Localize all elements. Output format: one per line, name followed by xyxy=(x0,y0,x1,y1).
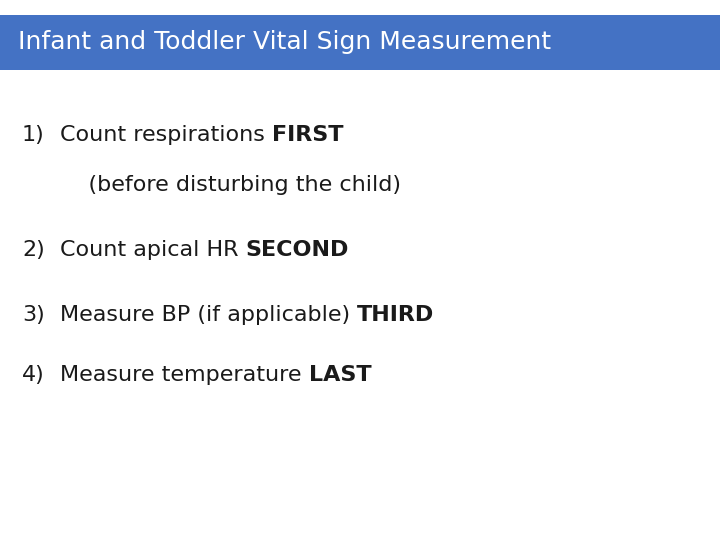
Text: 4): 4) xyxy=(22,365,45,385)
Text: Infant and Toddler Vital Sign Measurement: Infant and Toddler Vital Sign Measuremen… xyxy=(18,30,551,55)
Text: LAST: LAST xyxy=(309,365,372,385)
Text: (before disturbing the child): (before disturbing the child) xyxy=(60,175,401,195)
Text: THIRD: THIRD xyxy=(357,305,434,325)
Text: FIRST: FIRST xyxy=(272,125,343,145)
Text: Measure temperature: Measure temperature xyxy=(60,365,309,385)
Bar xyxy=(0,15,720,70)
Text: 2): 2) xyxy=(22,240,45,260)
Text: Measure BP (if applicable): Measure BP (if applicable) xyxy=(60,305,357,325)
Text: 1): 1) xyxy=(22,125,45,145)
Text: Count respirations: Count respirations xyxy=(60,125,272,145)
Text: 3): 3) xyxy=(22,305,45,325)
Text: Count apical HR: Count apical HR xyxy=(60,240,246,260)
Text: SECOND: SECOND xyxy=(246,240,349,260)
